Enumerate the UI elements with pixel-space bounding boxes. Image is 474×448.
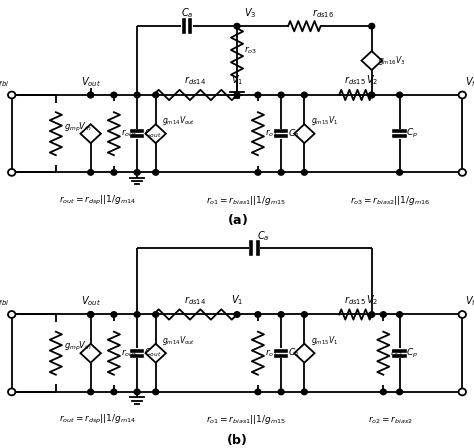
Text: $C_1$: $C_1$ xyxy=(288,347,300,359)
Circle shape xyxy=(255,389,261,395)
Text: $r_{out}=r_{dsp}||1/g_{m14}$: $r_{out}=r_{dsp}||1/g_{m14}$ xyxy=(59,194,136,207)
Circle shape xyxy=(255,92,261,98)
Text: $g_{mp}V_{in}$: $g_{mp}V_{in}$ xyxy=(64,121,91,134)
Circle shape xyxy=(88,92,94,98)
Circle shape xyxy=(301,312,307,317)
Text: $g_{m14}V_{out}$: $g_{m14}V_{out}$ xyxy=(162,114,195,127)
Text: $r_{ds14}$: $r_{ds14}$ xyxy=(184,74,206,87)
Circle shape xyxy=(111,389,117,395)
Circle shape xyxy=(8,388,16,395)
Text: $V_1$: $V_1$ xyxy=(231,73,243,87)
Text: $r_{o3}=r_{bias2}||1/g_{m16}$: $r_{o3}=r_{bias2}||1/g_{m16}$ xyxy=(350,194,430,207)
Circle shape xyxy=(88,312,94,317)
Text: $r_{o1}=r_{bias1}||1/g_{m15}$: $r_{o1}=r_{bias1}||1/g_{m15}$ xyxy=(206,414,286,426)
Text: $V_1$: $V_1$ xyxy=(231,293,243,307)
Text: $\bf{(a)}$: $\bf{(a)}$ xyxy=(227,212,247,227)
Circle shape xyxy=(88,92,94,98)
Circle shape xyxy=(380,312,386,317)
Text: $r_{o1}$: $r_{o1}$ xyxy=(265,128,278,139)
Text: $\bf{(b)}$: $\bf{(b)}$ xyxy=(226,432,248,447)
Text: $r_{ds15}$: $r_{ds15}$ xyxy=(345,74,366,87)
Circle shape xyxy=(153,389,159,395)
Circle shape xyxy=(8,91,16,99)
Circle shape xyxy=(380,389,386,395)
Text: $r_{out}$: $r_{out}$ xyxy=(121,348,137,359)
Circle shape xyxy=(255,170,261,175)
Text: $V_{out}$: $V_{out}$ xyxy=(81,294,100,308)
Text: $C_a$: $C_a$ xyxy=(257,229,270,243)
Circle shape xyxy=(369,92,374,98)
Circle shape xyxy=(397,389,402,395)
Circle shape xyxy=(278,389,284,395)
Circle shape xyxy=(369,23,374,29)
Text: $V_2$: $V_2$ xyxy=(365,73,378,87)
Circle shape xyxy=(153,312,159,317)
Circle shape xyxy=(111,170,117,175)
Text: $r_{ds15}$: $r_{ds15}$ xyxy=(345,294,366,307)
Text: $r_{o3}$: $r_{o3}$ xyxy=(244,44,257,56)
Circle shape xyxy=(134,389,140,395)
Text: $C_p$: $C_p$ xyxy=(406,127,418,140)
Text: $r_{ds14}$: $r_{ds14}$ xyxy=(184,294,206,307)
Circle shape xyxy=(8,311,16,318)
Text: $C_{out}$: $C_{out}$ xyxy=(144,127,161,140)
Circle shape xyxy=(397,92,402,98)
Circle shape xyxy=(458,169,466,176)
Circle shape xyxy=(134,92,140,98)
Text: $V_2$: $V_2$ xyxy=(365,293,378,307)
Circle shape xyxy=(397,312,402,317)
Circle shape xyxy=(134,312,140,317)
Circle shape xyxy=(301,389,307,395)
Text: $V_{fbo}$: $V_{fbo}$ xyxy=(465,294,474,308)
Text: $g_{m16}V_3$: $g_{m16}V_3$ xyxy=(378,54,406,67)
Text: $g_{mp}V_{in}$: $g_{mp}V_{in}$ xyxy=(64,340,91,353)
Circle shape xyxy=(458,388,466,395)
Circle shape xyxy=(111,92,117,98)
Circle shape xyxy=(369,312,374,317)
Circle shape xyxy=(458,91,466,99)
Circle shape xyxy=(88,312,94,317)
Text: $r_{out}$: $r_{out}$ xyxy=(121,128,137,139)
Circle shape xyxy=(153,170,159,175)
Text: $r_{ds16}$: $r_{ds16}$ xyxy=(312,7,334,20)
Circle shape xyxy=(111,312,117,317)
Text: $V_3$: $V_3$ xyxy=(244,6,256,20)
Text: $C_{out}$: $C_{out}$ xyxy=(144,347,161,359)
Circle shape xyxy=(301,92,307,98)
Circle shape xyxy=(458,311,466,318)
Text: $C_a$: $C_a$ xyxy=(181,6,193,20)
Circle shape xyxy=(88,389,94,395)
Text: $r_{o2}$: $r_{o2}$ xyxy=(390,348,403,359)
Circle shape xyxy=(8,169,16,176)
Text: $r_{o1}$: $r_{o1}$ xyxy=(265,348,278,359)
Circle shape xyxy=(278,92,284,98)
Circle shape xyxy=(234,312,240,317)
Text: $V_{fbi}$: $V_{fbi}$ xyxy=(0,75,9,89)
Circle shape xyxy=(369,92,374,98)
Circle shape xyxy=(278,312,284,317)
Circle shape xyxy=(153,92,159,98)
Text: $V_{fbi}$: $V_{fbi}$ xyxy=(0,294,9,308)
Circle shape xyxy=(255,312,261,317)
Text: $C_1$: $C_1$ xyxy=(288,127,300,140)
Text: $r_{o1}=r_{bias1}||1/g_{m15}$: $r_{o1}=r_{bias1}||1/g_{m15}$ xyxy=(206,194,286,207)
Circle shape xyxy=(397,170,402,175)
Text: $r_{o2}=r_{bias2}$: $r_{o2}=r_{bias2}$ xyxy=(368,414,413,426)
Text: $g_{m15}V_1$: $g_{m15}V_1$ xyxy=(311,334,338,347)
Text: $r_{out}=r_{dsp}||1/g_{m14}$: $r_{out}=r_{dsp}||1/g_{m14}$ xyxy=(59,414,136,426)
Circle shape xyxy=(134,170,140,175)
Text: $C_p$: $C_p$ xyxy=(406,347,418,360)
Circle shape xyxy=(278,170,284,175)
Text: $V_{fbo}$: $V_{fbo}$ xyxy=(465,75,474,89)
Circle shape xyxy=(88,170,94,175)
Circle shape xyxy=(234,23,240,29)
Text: $g_{m14}V_{out}$: $g_{m14}V_{out}$ xyxy=(162,334,195,347)
Circle shape xyxy=(301,170,307,175)
Circle shape xyxy=(234,92,240,98)
Text: $V_{out}$: $V_{out}$ xyxy=(81,75,100,89)
Text: $g_{m15}V_1$: $g_{m15}V_1$ xyxy=(311,114,338,127)
